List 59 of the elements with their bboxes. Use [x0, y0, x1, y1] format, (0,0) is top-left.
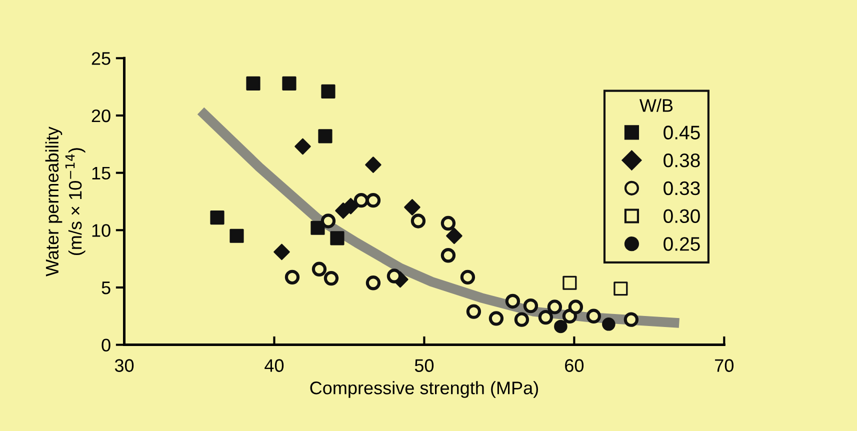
- point: [410, 214, 426, 228]
- point: [488, 311, 504, 326]
- point: [602, 318, 616, 331]
- x-tick-label: 60: [565, 359, 584, 372]
- y-tick-label: 10: [92, 224, 110, 237]
- y-axis-title: Water permeability (m/s × 10$^{−14}$): [45, 126, 86, 276]
- point: [446, 228, 462, 244]
- x-axis-title: Compressive strength (MPa): [310, 381, 538, 398]
- point: [568, 300, 584, 314]
- point: [230, 228, 244, 243]
- point: [586, 308, 602, 324]
- point: [321, 84, 336, 98]
- point: [366, 276, 381, 290]
- point: [523, 298, 538, 314]
- x-tick-label: 40: [264, 359, 284, 372]
- point: [514, 312, 530, 327]
- point: [466, 304, 482, 319]
- point: [246, 76, 260, 90]
- point: [320, 214, 336, 228]
- point: [538, 310, 554, 325]
- legend-label: 0.33: [664, 181, 700, 196]
- point: [365, 156, 382, 173]
- y-tick-label: 25: [92, 52, 110, 65]
- point: [282, 76, 296, 90]
- legend-label: 0.45: [664, 126, 700, 140]
- point: [404, 199, 420, 216]
- point: [274, 244, 290, 260]
- point: [562, 276, 577, 290]
- point: [624, 312, 639, 327]
- point: [460, 270, 476, 284]
- point: [342, 198, 359, 214]
- y-tick-label: 5: [102, 282, 110, 294]
- x-tick-label: 30: [114, 359, 134, 372]
- point: [366, 193, 381, 208]
- point: [554, 320, 568, 334]
- x-tick-label: 50: [414, 359, 434, 372]
- point: [330, 231, 344, 246]
- point: [354, 193, 369, 208]
- point: [547, 300, 562, 314]
- legend-label: 0.38: [664, 154, 700, 168]
- point: [324, 270, 339, 286]
- point: [210, 210, 224, 225]
- point: [386, 268, 402, 284]
- point: [440, 216, 456, 231]
- y-tick-label: 0: [102, 338, 110, 352]
- legend-title: W/B: [639, 98, 673, 112]
- y-tick-label: 15: [92, 166, 110, 180]
- point: [440, 248, 456, 263]
- point: [318, 129, 332, 144]
- x-tick-label: 70: [715, 359, 734, 372]
- point: [505, 294, 520, 309]
- y-tick-label: 20: [92, 109, 110, 122]
- point: [294, 138, 311, 155]
- point: [614, 282, 628, 296]
- point: [284, 270, 300, 284]
- legend-label: 0.30: [664, 209, 700, 223]
- point: [312, 262, 327, 276]
- legend-label: 0.25: [664, 237, 700, 251]
- point: [310, 220, 325, 235]
